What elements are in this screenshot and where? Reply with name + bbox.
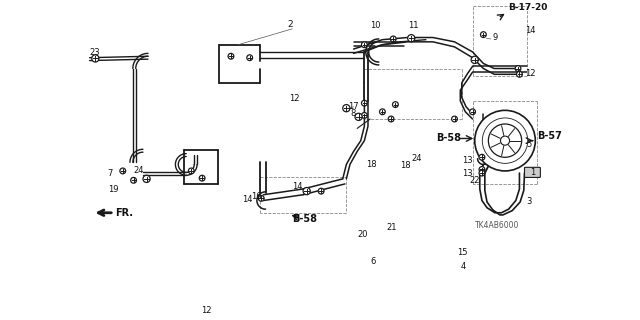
Circle shape xyxy=(470,109,476,115)
Circle shape xyxy=(259,196,264,201)
Text: 6: 6 xyxy=(371,257,376,266)
Text: 5: 5 xyxy=(527,140,532,149)
Text: 12: 12 xyxy=(525,69,536,78)
Circle shape xyxy=(355,113,362,120)
Text: 8: 8 xyxy=(350,109,355,118)
Circle shape xyxy=(362,113,367,118)
Circle shape xyxy=(303,188,310,195)
Circle shape xyxy=(479,154,485,160)
Text: 15: 15 xyxy=(457,248,467,257)
Circle shape xyxy=(143,175,150,182)
Circle shape xyxy=(131,177,136,183)
Circle shape xyxy=(479,170,485,176)
Circle shape xyxy=(515,66,521,71)
Text: B-58: B-58 xyxy=(436,133,461,143)
Text: 19: 19 xyxy=(108,185,119,194)
Text: 13: 13 xyxy=(461,169,472,178)
Circle shape xyxy=(362,100,367,106)
Text: 16: 16 xyxy=(251,192,262,201)
Circle shape xyxy=(471,56,478,63)
FancyBboxPatch shape xyxy=(525,167,540,177)
Text: TK4AB6000: TK4AB6000 xyxy=(475,221,519,230)
Text: 23: 23 xyxy=(90,48,100,57)
Circle shape xyxy=(408,35,415,42)
Text: B-58: B-58 xyxy=(292,213,317,224)
Circle shape xyxy=(228,53,234,59)
Text: B-57: B-57 xyxy=(538,131,563,140)
Text: 11: 11 xyxy=(408,21,419,30)
Text: 14: 14 xyxy=(242,195,252,204)
Text: 22: 22 xyxy=(469,176,479,185)
Circle shape xyxy=(516,71,522,77)
Circle shape xyxy=(318,188,324,194)
Circle shape xyxy=(120,168,125,174)
Circle shape xyxy=(390,36,396,42)
Text: 13: 13 xyxy=(461,156,472,165)
Text: 10: 10 xyxy=(370,21,381,30)
Text: 20: 20 xyxy=(357,230,367,239)
Text: 24: 24 xyxy=(412,154,422,163)
Text: 14: 14 xyxy=(525,26,536,35)
Text: 9: 9 xyxy=(492,33,497,42)
Text: FR.: FR. xyxy=(116,208,134,218)
Text: 24: 24 xyxy=(134,166,144,175)
Text: 3: 3 xyxy=(527,197,532,206)
Circle shape xyxy=(343,105,350,112)
Circle shape xyxy=(479,167,485,172)
Text: 12: 12 xyxy=(201,306,211,315)
Text: 18: 18 xyxy=(401,161,411,170)
Text: 14: 14 xyxy=(292,181,303,191)
Circle shape xyxy=(388,116,394,122)
Text: 2: 2 xyxy=(287,20,293,29)
Text: B-17-20: B-17-20 xyxy=(508,3,547,12)
Text: 17: 17 xyxy=(349,102,359,111)
Circle shape xyxy=(392,102,398,108)
Circle shape xyxy=(362,42,367,48)
Circle shape xyxy=(199,175,205,181)
Text: 7: 7 xyxy=(107,169,112,178)
Circle shape xyxy=(500,136,509,145)
Circle shape xyxy=(481,32,486,37)
Text: 21: 21 xyxy=(386,223,397,232)
Circle shape xyxy=(92,55,99,62)
Circle shape xyxy=(488,124,522,157)
Text: 4: 4 xyxy=(460,262,465,271)
Circle shape xyxy=(452,116,458,122)
Text: 12: 12 xyxy=(289,93,299,103)
Circle shape xyxy=(188,168,194,174)
Text: 1: 1 xyxy=(530,168,535,177)
Circle shape xyxy=(247,55,253,60)
Text: 18: 18 xyxy=(367,160,377,169)
Circle shape xyxy=(380,109,385,115)
Circle shape xyxy=(475,110,535,171)
